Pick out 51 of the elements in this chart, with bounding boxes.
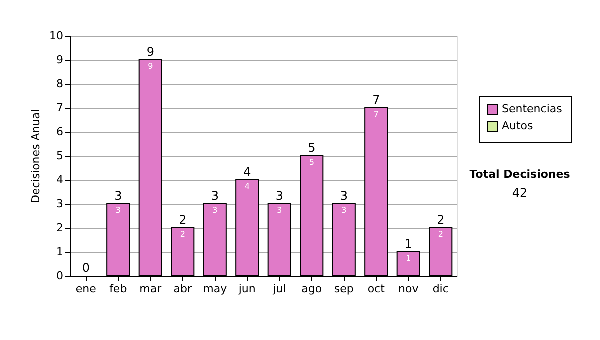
y-axis-title: Decisiones Anual xyxy=(30,109,43,204)
text: Total Decisiones xyxy=(470,168,571,181)
x-tick-label: abr xyxy=(174,282,192,296)
x-tick-label: may xyxy=(203,282,228,296)
y-tick-label: 2 xyxy=(56,222,64,234)
data-label: 7 xyxy=(374,110,379,119)
x-tick-label: nov xyxy=(398,282,420,296)
total-label: 1 xyxy=(404,237,412,251)
total-label: 3 xyxy=(340,189,348,203)
data-label: 3 xyxy=(116,206,121,215)
data-label: 3 xyxy=(342,206,347,215)
x-tick-label: jul xyxy=(272,282,286,296)
data-label: 2 xyxy=(438,230,444,239)
data-label: 4 xyxy=(244,182,250,191)
x-tick-label: ago xyxy=(302,282,322,296)
legend-label: Sentencias xyxy=(502,102,563,116)
total-label: 3 xyxy=(211,189,219,203)
x-tick-label: mar xyxy=(140,282,162,296)
y-tick-label: 0 xyxy=(56,270,64,282)
data-label: 2 xyxy=(180,230,186,239)
total-label: 2 xyxy=(179,213,187,227)
x-tick-label: oct xyxy=(368,282,386,296)
total-label: 2 xyxy=(437,213,445,227)
x-tick-label: jun xyxy=(238,282,256,296)
y-tick-label: 3 xyxy=(56,198,64,210)
total-label: 3 xyxy=(114,189,122,203)
x-tick-label: feb xyxy=(110,282,128,296)
y-tick-label: 8 xyxy=(56,78,64,90)
data-label: 3 xyxy=(212,206,218,215)
y-tick-label: 9 xyxy=(56,54,64,66)
total-label: 3 xyxy=(276,189,284,203)
x-tick-label: sep xyxy=(334,282,354,296)
x-tick-label: ene xyxy=(76,282,97,296)
y-tick-label: 1 xyxy=(56,246,64,258)
data-label: 3 xyxy=(277,206,282,215)
total-label: 7 xyxy=(372,93,380,107)
text: 42 xyxy=(512,186,528,200)
total-label: 0 xyxy=(82,261,90,275)
legend-label: Autos xyxy=(502,120,534,132)
total-label: 5 xyxy=(308,141,316,155)
x-tick-label: dic xyxy=(432,282,449,296)
y-tick-label: 7 xyxy=(56,102,64,114)
y-tick-label: 5 xyxy=(56,150,64,162)
total-label: 4 xyxy=(244,165,252,179)
y-tick-label: 4 xyxy=(56,174,64,186)
total-label: 9 xyxy=(146,45,154,59)
y-tick-label: 10 xyxy=(50,30,64,42)
data-label: 9 xyxy=(148,62,154,71)
data-label: 5 xyxy=(309,158,314,167)
y-tick-label: 6 xyxy=(56,126,64,138)
data-label: 1 xyxy=(406,254,412,263)
